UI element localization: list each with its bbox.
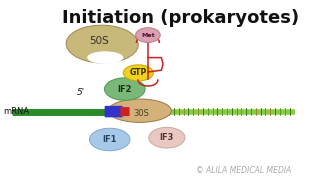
Text: © ALILA MEDICAL MEDIA: © ALILA MEDICAL MEDIA [196,166,292,175]
Ellipse shape [66,25,138,63]
Text: 5': 5' [77,88,85,97]
Text: GTP: GTP [130,68,147,77]
Text: mRNA: mRNA [3,107,29,116]
Text: 30S: 30S [133,109,149,118]
FancyBboxPatch shape [105,106,123,117]
FancyBboxPatch shape [120,107,130,116]
Ellipse shape [89,128,130,151]
Ellipse shape [123,65,153,81]
Ellipse shape [108,99,172,122]
Text: Met: Met [141,33,155,38]
Ellipse shape [149,127,185,148]
Text: IF1: IF1 [102,135,117,144]
Text: 50S: 50S [89,35,109,46]
Ellipse shape [87,51,123,64]
Text: Initiation (prokaryotes): Initiation (prokaryotes) [62,9,299,27]
Ellipse shape [136,28,160,42]
Ellipse shape [104,78,145,100]
Text: IF2: IF2 [117,85,132,94]
Text: IF3: IF3 [160,133,174,142]
